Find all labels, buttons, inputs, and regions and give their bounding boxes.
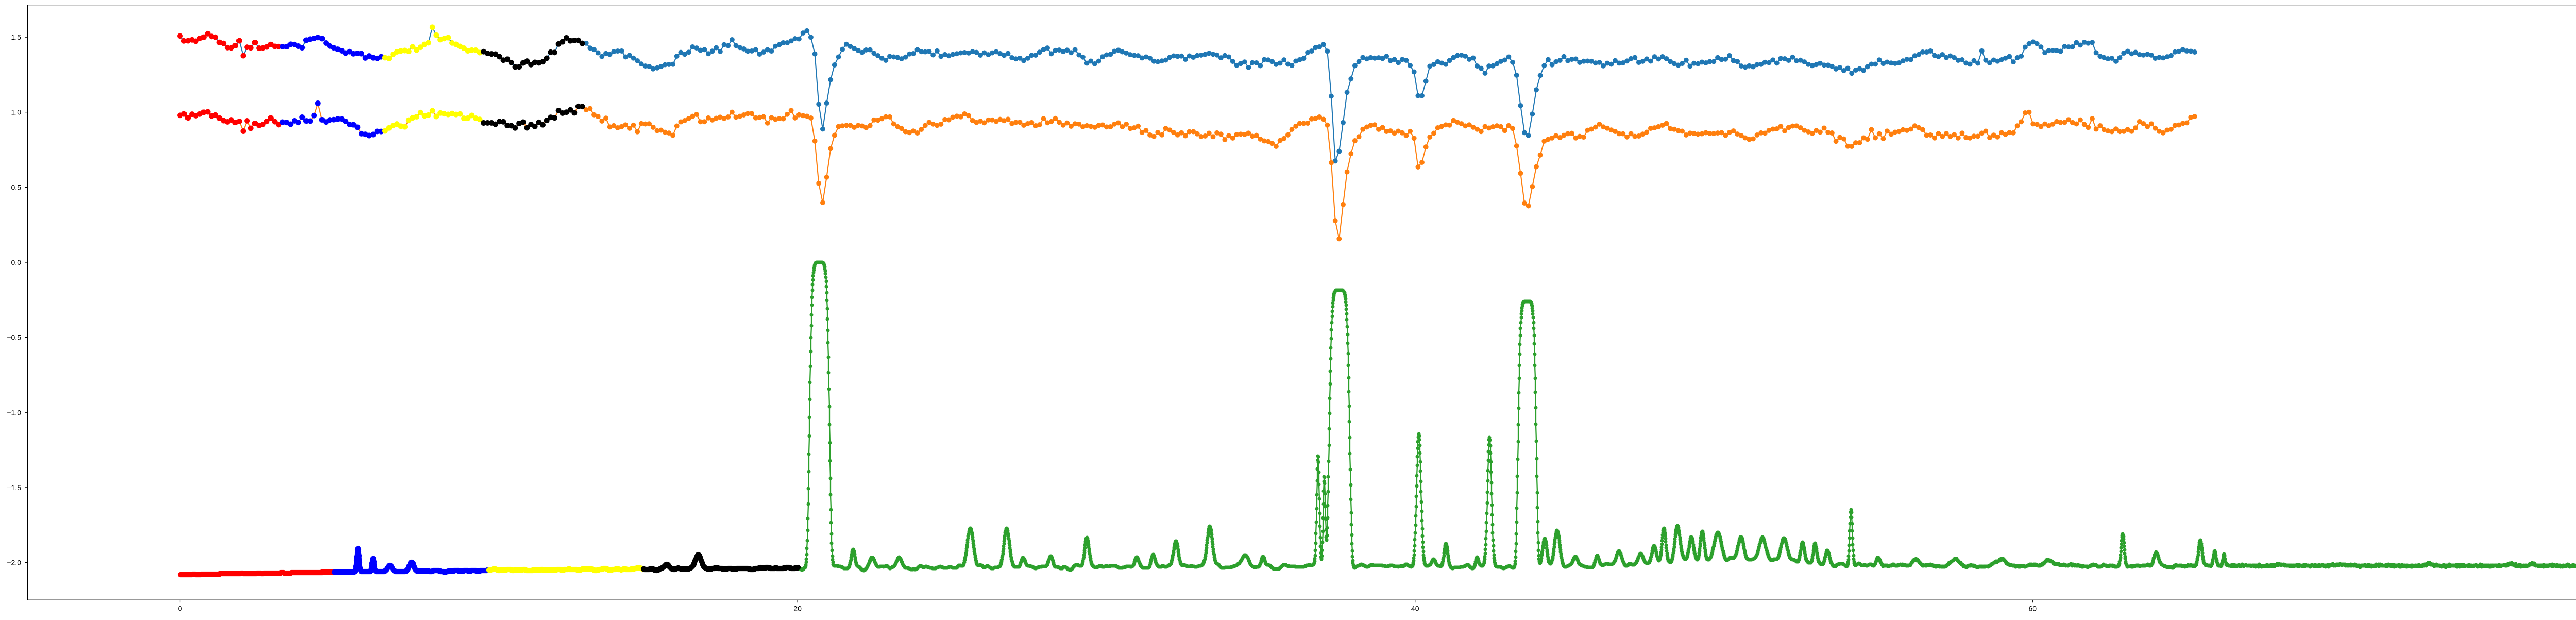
svg-text:−0.5: −0.5	[7, 333, 21, 342]
svg-text:0: 0	[178, 605, 182, 613]
svg-text:1.0: 1.0	[11, 108, 22, 116]
svg-text:20: 20	[793, 605, 802, 613]
svg-text:−2.0: −2.0	[7, 559, 21, 567]
svg-text:−1.5: −1.5	[7, 483, 21, 492]
svg-text:60: 60	[2029, 605, 2037, 613]
svg-text:1.5: 1.5	[11, 33, 22, 41]
svg-text:40: 40	[1411, 605, 1419, 613]
svg-text:0.5: 0.5	[11, 183, 22, 191]
svg-text:−1.0: −1.0	[7, 408, 21, 416]
svg-text:0.0: 0.0	[11, 258, 22, 266]
